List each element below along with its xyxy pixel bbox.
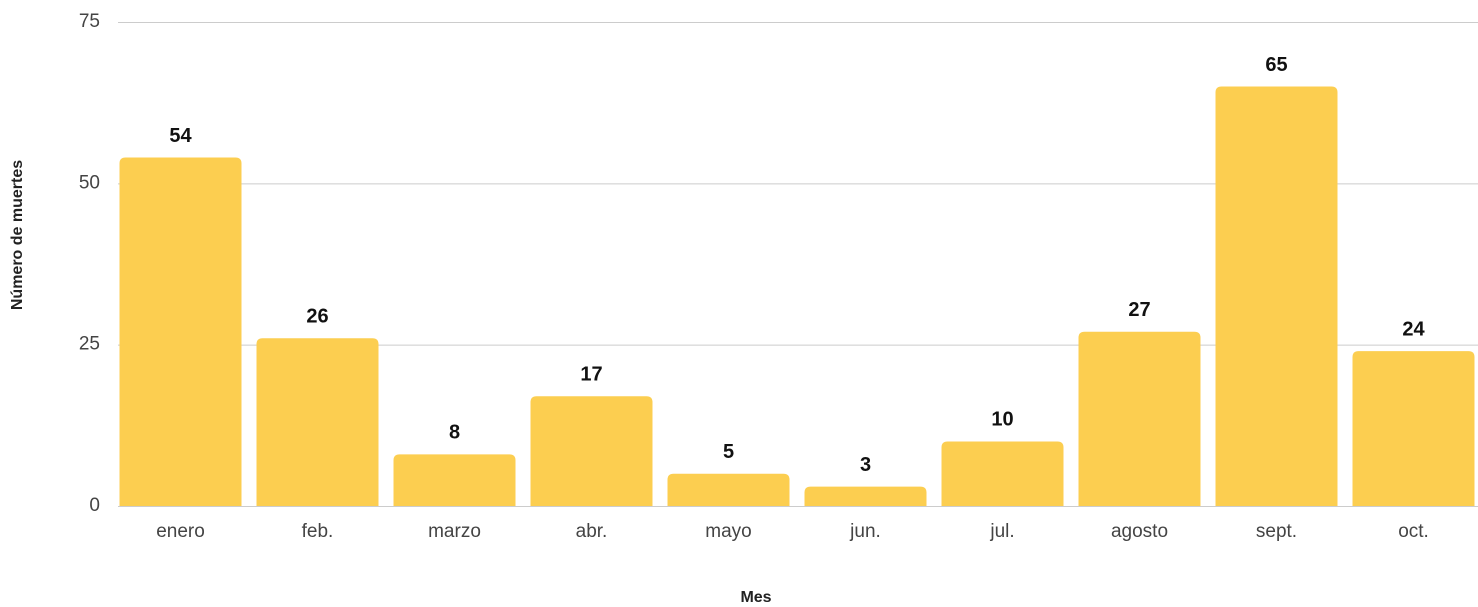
x-tick-label: sept. [1256,521,1297,542]
y-tick-label: 75 [79,11,100,32]
data-label: 65 [1265,54,1287,76]
x-tick-label: oct. [1398,521,1429,542]
x-axis-title: Mes [740,589,771,606]
data-label: 17 [580,364,602,386]
bar [1352,351,1475,506]
bar [1078,331,1201,506]
x-tick-label: marzo [428,521,481,542]
data-label: 27 [1128,299,1150,321]
data-label: 24 [1402,318,1425,340]
data-label: 5 [723,441,734,463]
bar [1215,86,1338,507]
data-label: 8 [449,422,460,444]
x-tick-label: enero [156,521,205,542]
y-axis-title: Número de muertes [9,160,26,310]
bar [530,396,653,506]
x-tick-label: jul. [989,521,1014,542]
x-tick-label: abr. [576,521,608,542]
data-label: 54 [169,125,192,147]
data-label: 26 [306,305,328,327]
x-tick-label: mayo [705,521,751,542]
bar [941,441,1064,506]
x-tick-label: feb. [302,521,334,542]
bar [256,338,379,506]
y-tick-label: 0 [89,495,100,516]
x-tick-label: agosto [1111,521,1168,542]
bar [393,454,516,506]
x-tick-label: jun. [849,521,881,542]
y-tick-label: 25 [79,334,100,355]
data-label: 3 [860,454,871,476]
bar [804,486,927,506]
bar [119,157,242,506]
y-tick-label: 50 [79,172,100,193]
data-label: 10 [991,409,1013,431]
bar [667,473,790,506]
